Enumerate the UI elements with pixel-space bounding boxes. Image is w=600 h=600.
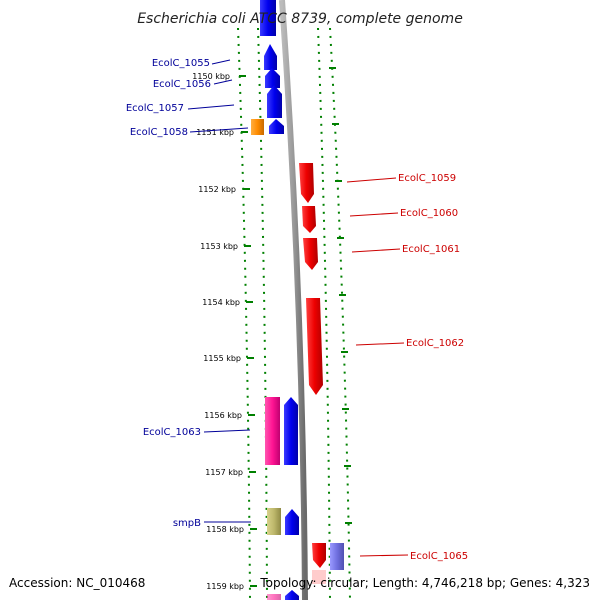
gene-arrow-ecolc-1060[interactable] bbox=[302, 206, 316, 233]
accession-text: Accession: NC_010468 bbox=[9, 576, 145, 590]
leader-line bbox=[351, 248, 401, 253]
leader-line bbox=[187, 104, 235, 110]
right-labels: EcolC_1059 EcolC_1060 EcolC_1061 EcolC_1… bbox=[346, 173, 468, 562]
gene-label-smpb[interactable]: smpB bbox=[173, 518, 201, 529]
gene-ecolc-1063[interactable] bbox=[265, 397, 280, 465]
left-labels: EcolC_1055 EcolC_1056 EcolC_1057 EcolC_1… bbox=[126, 58, 251, 529]
left-outer-rail bbox=[237, 27, 251, 600]
leader-line bbox=[213, 79, 233, 85]
rails bbox=[237, 27, 351, 600]
leader-line bbox=[359, 554, 409, 557]
tick-label: 1154 kbp bbox=[202, 298, 240, 307]
leader-line bbox=[355, 342, 405, 346]
leader-line bbox=[211, 59, 231, 65]
gene-ecolc-1058[interactable] bbox=[251, 119, 264, 135]
leader-line bbox=[203, 429, 251, 433]
tick-label: 1151 kbp bbox=[196, 128, 234, 137]
gene-arrow-smpb-partner[interactable] bbox=[285, 509, 299, 535]
gene-arrow-ecolc-1055[interactable] bbox=[264, 44, 277, 70]
gene-arrow-ecolc-1065[interactable] bbox=[312, 543, 326, 568]
leader-line bbox=[189, 127, 249, 133]
tick-label: 1158 kbp bbox=[206, 525, 244, 534]
gene-smpb[interactable] bbox=[267, 508, 281, 535]
gene-label-ecolc-1056[interactable]: EcolC_1056 bbox=[153, 79, 211, 90]
genome-stats-text: Topology: circular; Length: 4,746,218 bp… bbox=[259, 576, 590, 590]
gene-arrow-ecolc-1057[interactable] bbox=[267, 85, 282, 118]
tick-labels: 1150 kbp 1151 kbp 1152 kbp 1153 kbp 1154… bbox=[192, 72, 244, 591]
gene-arrow-bottom[interactable] bbox=[285, 590, 299, 600]
gene-arrow-top[interactable] bbox=[260, 0, 276, 36]
gene-arrow-ecolc-1061[interactable] bbox=[303, 238, 318, 270]
tick-label: 1157 kbp bbox=[205, 468, 243, 477]
tick-label: 1152 kbp bbox=[198, 185, 236, 194]
gene-arrow-ecolc-1063-partner[interactable] bbox=[284, 397, 298, 465]
right-inner-rail bbox=[317, 27, 331, 600]
left-rail-ticks bbox=[239, 75, 257, 587]
gene-pink-bottom[interactable] bbox=[267, 594, 281, 600]
forward-strand-genes bbox=[260, 0, 299, 600]
gene-red-bottom[interactable] bbox=[312, 570, 326, 584]
leader-line bbox=[346, 177, 397, 183]
gene-label-ecolc-1060[interactable]: EcolC_1060 bbox=[400, 208, 458, 219]
reverse-strand-genes bbox=[299, 163, 344, 584]
tick-label: 1153 kbp bbox=[200, 242, 238, 251]
gene-label-ecolc-1055[interactable]: EcolC_1055 bbox=[152, 58, 210, 69]
right-outer-rail bbox=[329, 27, 351, 600]
map-title: Escherichia coli ATCC 8739, complete gen… bbox=[137, 11, 463, 27]
gene-arrow-ecolc-1062[interactable] bbox=[306, 298, 323, 395]
gene-label-ecolc-1058[interactable]: EcolC_1058 bbox=[130, 127, 188, 138]
tick-label: 1159 kbp bbox=[206, 582, 244, 591]
gene-ecolc-1065-partner[interactable] bbox=[330, 543, 344, 570]
gene-label-ecolc-1065[interactable]: EcolC_1065 bbox=[410, 551, 468, 562]
tick-label: 1156 kbp bbox=[204, 411, 242, 420]
genome-backbone bbox=[279, 0, 308, 600]
leader-line bbox=[349, 212, 399, 217]
tick-label: 1155 kbp bbox=[203, 354, 241, 363]
gene-label-ecolc-1059[interactable]: EcolC_1059 bbox=[398, 173, 456, 184]
right-rail-ticks bbox=[329, 67, 352, 524]
gene-label-ecolc-1062[interactable]: EcolC_1062 bbox=[406, 338, 464, 349]
gene-arrow-ecolc-1058-partner[interactable] bbox=[269, 119, 284, 134]
gene-arrow-ecolc-1056[interactable] bbox=[265, 68, 280, 88]
left-inner-rail bbox=[257, 27, 268, 600]
gene-arrow-ecolc-1059[interactable] bbox=[299, 163, 314, 203]
gene-label-ecolc-1063[interactable]: EcolC_1063 bbox=[143, 427, 201, 438]
tick-label: 1150 kbp bbox=[192, 72, 230, 81]
gene-label-ecolc-1057[interactable]: EcolC_1057 bbox=[126, 103, 184, 114]
gene-label-ecolc-1061[interactable]: EcolC_1061 bbox=[402, 244, 460, 255]
